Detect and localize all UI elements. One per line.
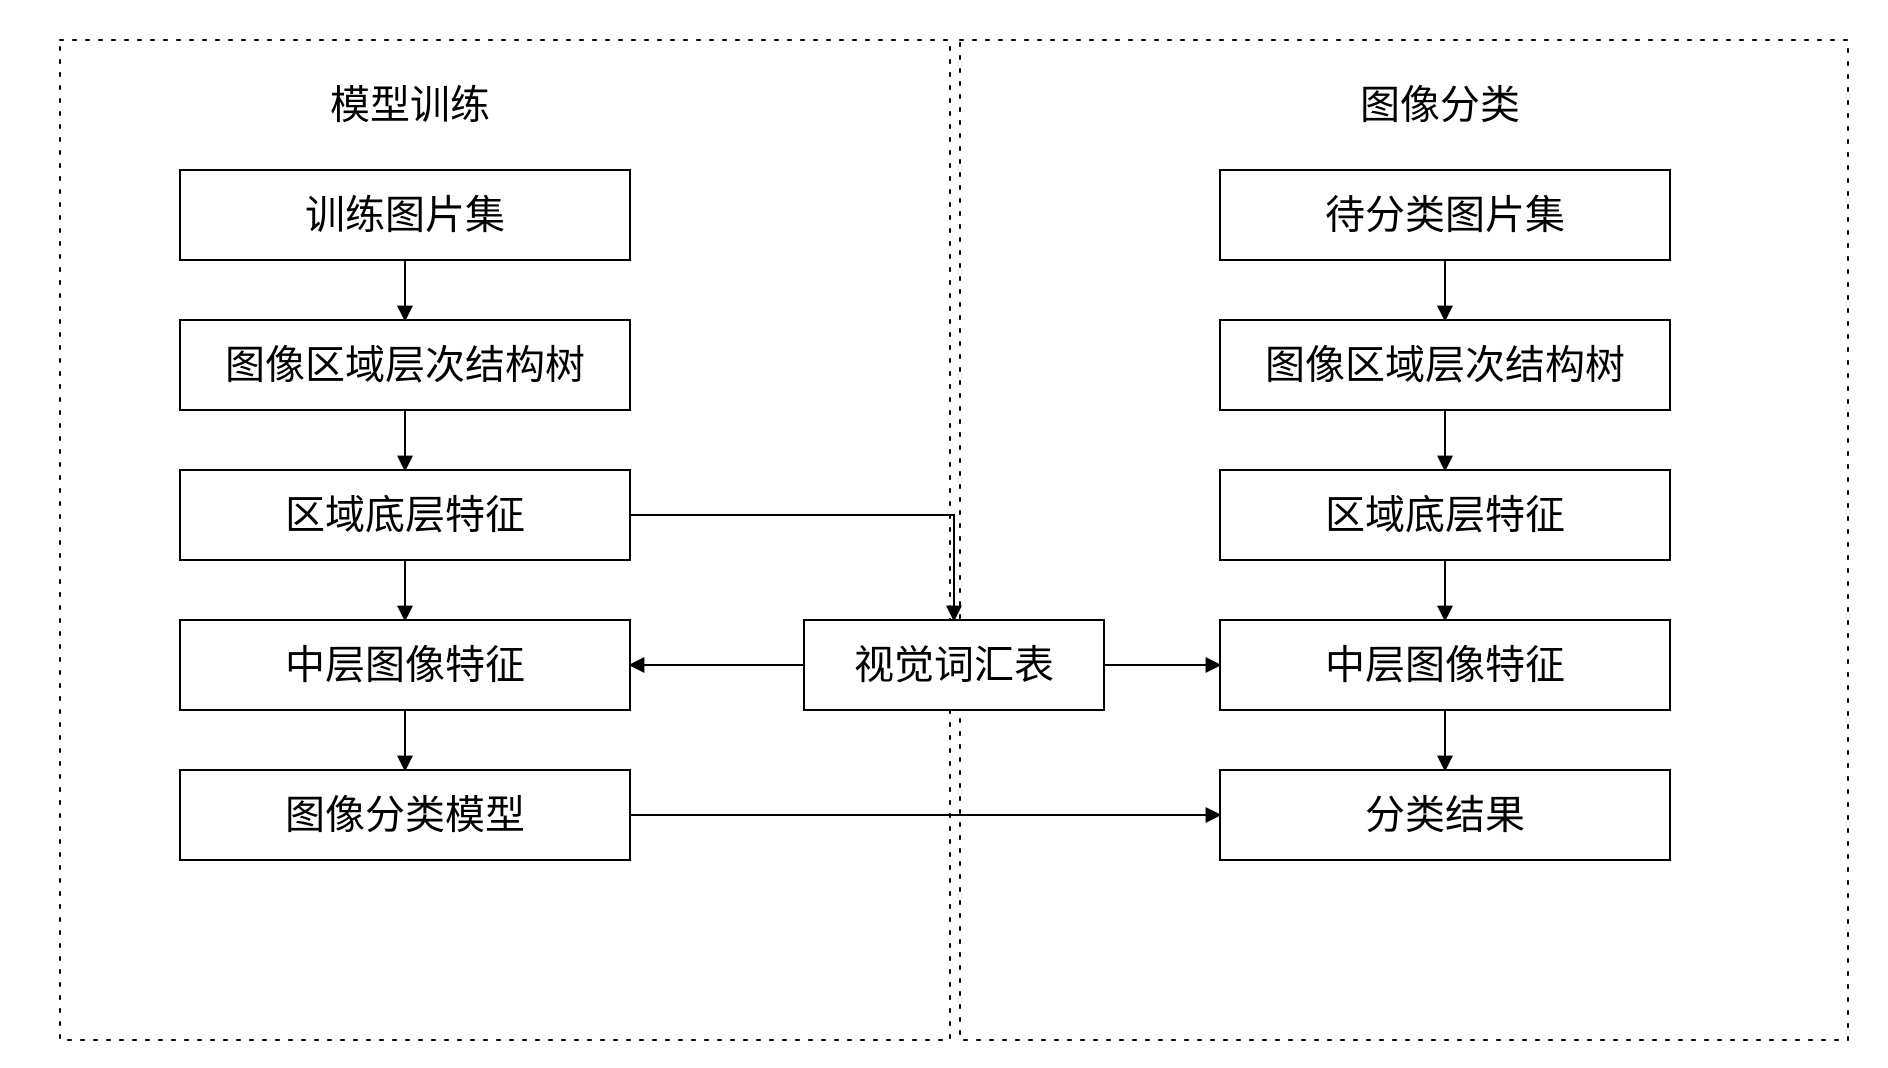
- node-L1: 训练图片集: [180, 170, 630, 260]
- node-label-L5: 图像分类模型: [285, 793, 525, 838]
- node-label-C: 视觉词汇表: [854, 643, 1054, 688]
- node-R5: 分类结果: [1220, 770, 1670, 860]
- node-C: 视觉词汇表: [804, 620, 1104, 710]
- node-L4: 中层图像特征: [180, 620, 630, 710]
- node-label-L3: 区域底层特征: [285, 493, 525, 538]
- node-R1: 待分类图片集: [1220, 170, 1670, 260]
- node-R4: 中层图像特征: [1220, 620, 1670, 710]
- panel-title-left: 模型训练: [330, 83, 490, 128]
- flowchart-diagram: 训练图片集图像区域层次结构树区域底层特征中层图像特征图像分类模型视觉词汇表待分类…: [0, 0, 1888, 1068]
- node-label-R5: 分类结果: [1365, 793, 1525, 838]
- node-L5: 图像分类模型: [180, 770, 630, 860]
- node-label-R4: 中层图像特征: [1325, 643, 1565, 688]
- node-L3: 区域底层特征: [180, 470, 630, 560]
- node-label-L2: 图像区域层次结构树: [225, 343, 585, 388]
- node-label-R2: 图像区域层次结构树: [1265, 343, 1625, 388]
- node-R3: 区域底层特征: [1220, 470, 1670, 560]
- node-label-R3: 区域底层特征: [1325, 493, 1565, 538]
- node-R2: 图像区域层次结构树: [1220, 320, 1670, 410]
- node-label-R1: 待分类图片集: [1325, 193, 1565, 238]
- arrow-L3-to-C: [630, 515, 954, 620]
- node-label-L1: 训练图片集: [305, 193, 505, 238]
- panel-title-right: 图像分类: [1360, 83, 1520, 128]
- node-L2: 图像区域层次结构树: [180, 320, 630, 410]
- node-label-L4: 中层图像特征: [285, 643, 525, 688]
